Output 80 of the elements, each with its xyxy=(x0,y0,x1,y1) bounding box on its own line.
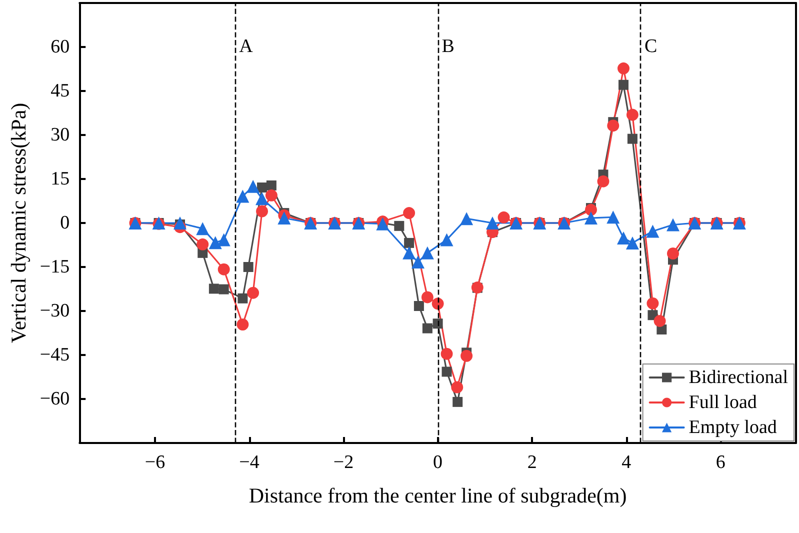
point xyxy=(584,212,598,225)
point xyxy=(414,301,424,312)
point xyxy=(278,212,291,225)
point xyxy=(654,314,666,327)
point xyxy=(218,263,230,276)
x-tick-label: 0 xyxy=(433,452,443,473)
point xyxy=(584,204,597,216)
x-tick-label: 6 xyxy=(716,452,726,473)
point xyxy=(498,211,510,224)
ref-line-label: C xyxy=(644,36,658,57)
point xyxy=(440,233,454,246)
y-tick-label: 15 xyxy=(50,168,70,190)
legend-label: Empty load xyxy=(688,417,778,438)
point xyxy=(266,180,276,190)
point xyxy=(247,286,260,299)
point xyxy=(376,217,390,230)
y-tick-label: −15 xyxy=(40,256,70,278)
y-tick-label: −60 xyxy=(40,388,70,410)
point xyxy=(618,62,630,74)
point xyxy=(402,246,416,260)
point xyxy=(174,216,187,230)
point xyxy=(196,222,210,236)
point xyxy=(626,236,639,250)
point xyxy=(412,256,425,269)
point xyxy=(606,210,620,224)
ref-line-label: B xyxy=(442,36,454,57)
y-tick-label: 0 xyxy=(60,212,70,234)
y-axis-title: Vertical dynamic stress(kPa) xyxy=(6,102,30,344)
point xyxy=(246,180,260,193)
y-tick-label: −30 xyxy=(40,300,70,322)
point xyxy=(627,134,638,144)
point xyxy=(403,207,416,220)
legend-label: Full load xyxy=(688,392,758,413)
point xyxy=(256,205,268,218)
point xyxy=(404,238,414,248)
point xyxy=(236,190,250,203)
x-tick-label: −6 xyxy=(144,452,166,473)
point xyxy=(208,236,222,250)
ref-line-label: A xyxy=(239,36,254,57)
point xyxy=(666,218,680,232)
point xyxy=(394,220,404,231)
point xyxy=(421,291,434,304)
point xyxy=(646,224,660,238)
point xyxy=(452,396,463,407)
point xyxy=(432,318,443,329)
x-tick-label: −2 xyxy=(333,452,354,473)
point xyxy=(442,366,452,377)
point xyxy=(440,348,453,360)
point xyxy=(667,248,679,260)
point xyxy=(422,323,432,334)
point xyxy=(618,80,628,90)
point xyxy=(607,120,620,132)
point xyxy=(432,298,444,310)
point xyxy=(243,262,254,272)
point xyxy=(486,216,499,230)
point xyxy=(236,318,249,330)
y-tick-label: 45 xyxy=(50,80,70,102)
point xyxy=(451,381,464,394)
point xyxy=(218,284,229,294)
x-axis-title: Distance from the center line of subgrade(m) xyxy=(248,484,627,508)
point xyxy=(256,192,269,206)
point xyxy=(208,284,219,294)
x-tick-label: 4 xyxy=(622,452,632,473)
point xyxy=(626,108,638,121)
y-tick-label: 60 xyxy=(50,36,70,58)
point xyxy=(265,189,278,202)
x-tick-label: −4 xyxy=(239,452,260,473)
point xyxy=(460,212,474,226)
x-tick-label: 2 xyxy=(527,452,537,473)
point xyxy=(617,231,630,244)
y-tick-label: 30 xyxy=(50,124,70,146)
legend-label: Bidirectional xyxy=(688,367,788,388)
point xyxy=(646,297,659,310)
point xyxy=(420,246,434,260)
point xyxy=(238,293,248,304)
y-tick-label: −45 xyxy=(40,344,70,366)
point xyxy=(196,238,209,250)
point xyxy=(460,350,473,362)
point xyxy=(217,233,230,246)
point xyxy=(597,175,610,188)
